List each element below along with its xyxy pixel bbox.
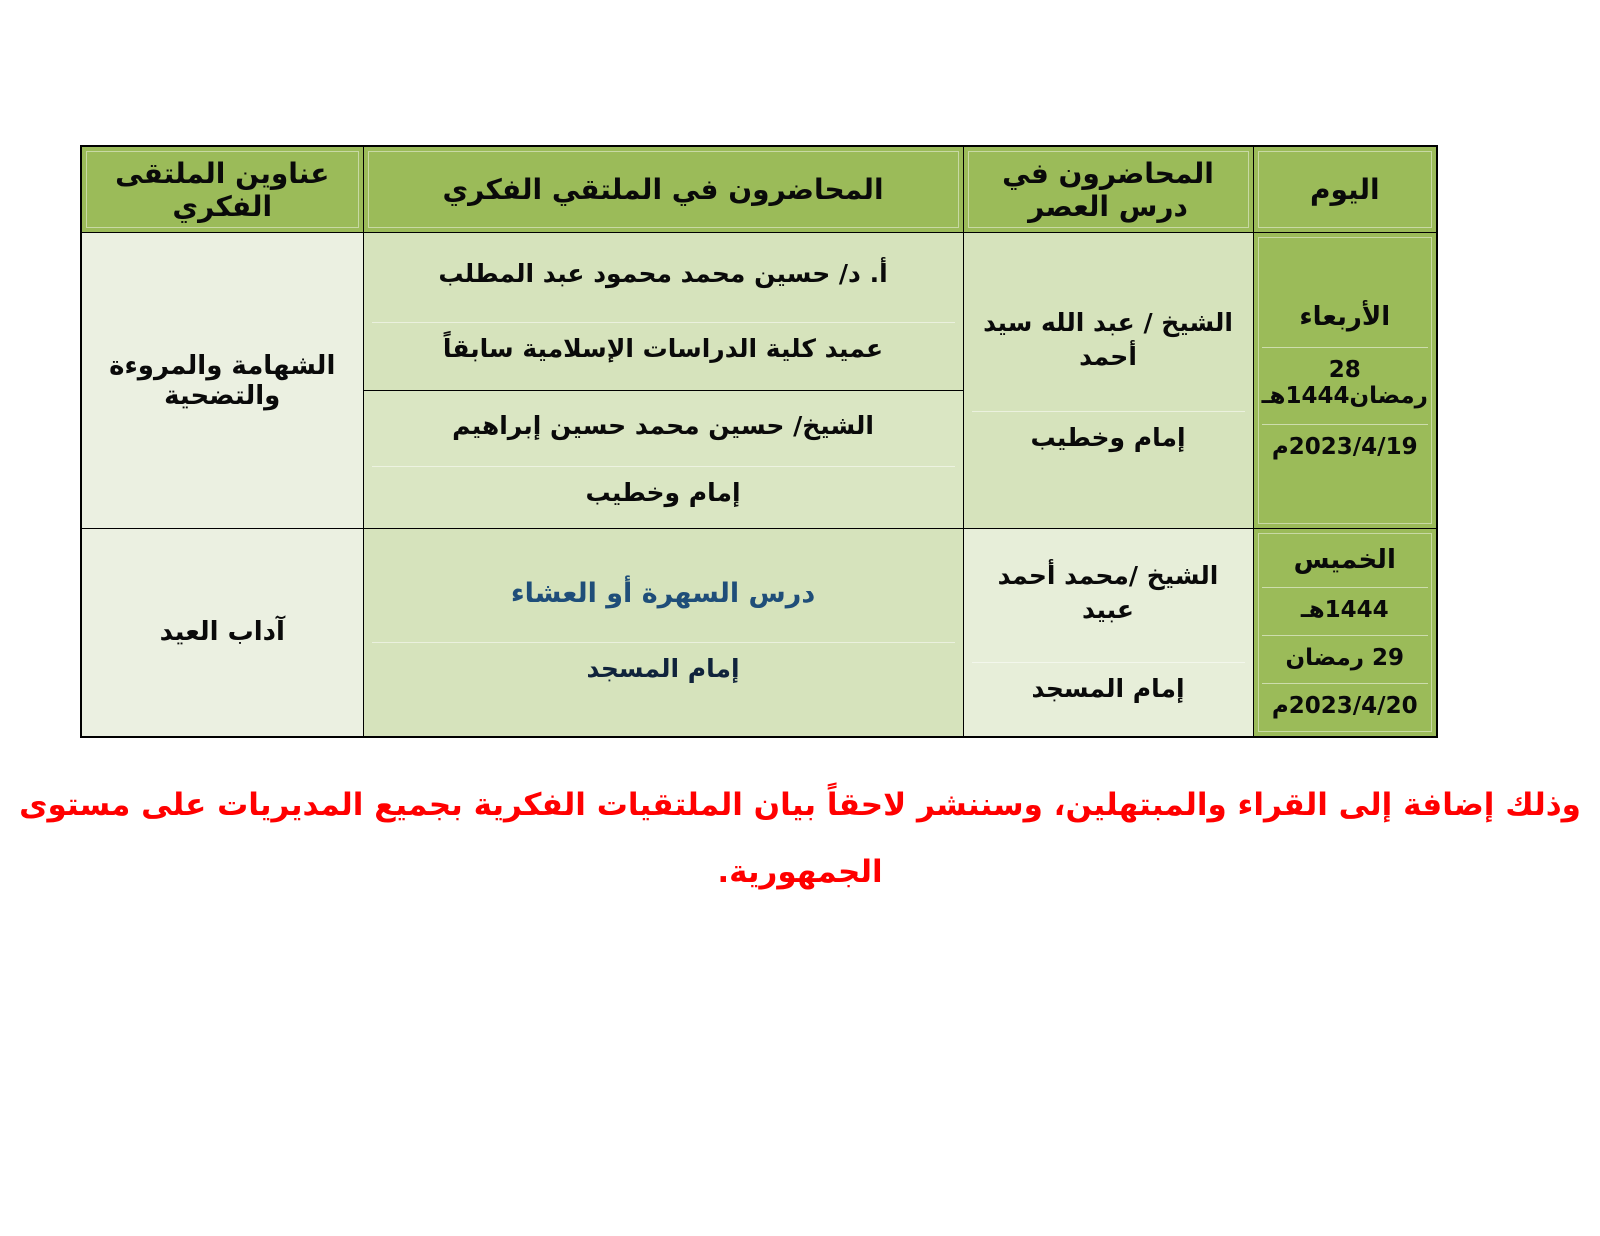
day-cell-thursday: الخميس 1444هـ 29 رمضان 2023/4/20م xyxy=(1252,528,1438,737)
forum-title-cell-thursday: آداب العيد xyxy=(80,528,364,737)
table-header-row: اليوم المحاضرون في درس العصر المحاضرون ف… xyxy=(80,145,1438,233)
asr-lecturer-cell-wednesday: الشيخ / عبد الله سيد أحمد إمام وخطيب xyxy=(962,232,1254,529)
forum-title-wednesday: الشهامة والمروءة والتضحية xyxy=(109,350,336,411)
table-row-wednesday-a: الأربعاء 28 رمضان1444هـ 2023/4/19م الشيخ… xyxy=(80,232,1438,529)
header-cell-day: اليوم xyxy=(1252,145,1438,233)
thursday-day-name: الخميس xyxy=(1293,545,1396,576)
forum-lecturer-cell-wednesday-1: أ. د/ حسين محمد محمود عبد المطلب عميد كل… xyxy=(362,232,964,391)
evening-lesson-title: درس السهرة أو العشاء xyxy=(510,578,816,610)
ramadan-schedule-table: اليوم المحاضرون في درس العصر المحاضرون ف… xyxy=(80,145,1438,738)
day-cell-wednesday: الأربعاء 28 رمضان1444هـ 2023/4/19م xyxy=(1252,232,1438,529)
footer-note-line1: وذلك إضافة إلى القراء والمبتهلين، وسننشر… xyxy=(19,787,1581,823)
forum-lecturer-cell-thursday: درس السهرة أو العشاء إمام المسجد xyxy=(362,528,964,737)
header-forum-label: المحاضرون في الملتقي الفكري xyxy=(442,173,884,206)
forum-lecturer-1-name: أ. د/ حسين محمد محمود عبد المطلب xyxy=(438,259,888,289)
forum-lecturer-1-role: عميد كلية الدراسات الإسلامية سابقاً xyxy=(371,322,955,375)
wednesday-hijri-date: 28 رمضان1444هـ xyxy=(1261,346,1428,418)
forum-lecturer-2-role: إمام وخطيب xyxy=(371,466,955,519)
header-day-label: اليوم xyxy=(1309,173,1380,206)
thursday-hijri-date: 29 رمضان xyxy=(1261,635,1428,680)
header-cell-asr-lecturers: المحاضرون في درس العصر xyxy=(962,145,1254,233)
wednesday-day-name: الأربعاء xyxy=(1299,301,1391,332)
thursday-hijri-year: 1444هـ xyxy=(1261,587,1428,632)
asr-lecturer-cell-thursday: الشيخ /محمد أحمد عبيد إمام المسجد xyxy=(962,528,1254,737)
header-titles-label: عناوين الملتقى الفكري xyxy=(115,156,330,223)
wednesday-gregorian-date: 2023/4/19م xyxy=(1261,423,1428,469)
forum-title-thursday: آداب العيد xyxy=(159,617,285,648)
footer-note-line2: الجمهورية. xyxy=(717,853,883,890)
forum-title-cell-wednesday: الشهامة والمروءة والتضحية xyxy=(80,232,364,529)
header-cell-forum-lecturers: المحاضرون في الملتقي الفكري xyxy=(362,145,964,233)
asr-lecturer-role: إمام وخطيب xyxy=(971,410,1245,464)
asr-lecturer-name: الشيخ /محمد أحمد عبيد xyxy=(997,561,1219,624)
asr-lecturer-name: الشيخ / عبد الله سيد أحمد xyxy=(983,308,1233,372)
footer-note: وذلك إضافة إلى القراء والمبتهلين، وسننشر… xyxy=(0,772,1600,905)
forum-lecturer-2-name: الشيخ/ حسين محمد حسين إبراهيم xyxy=(452,411,874,441)
evening-lesson-lecturer: إمام المسجد xyxy=(371,642,955,695)
table-row-thursday: الخميس 1444هـ 29 رمضان 2023/4/20م الشيخ … xyxy=(80,528,1438,737)
thursday-gregorian-date: 2023/4/20م xyxy=(1261,683,1428,728)
table-row-wednesday-b: الشيخ/ حسين محمد حسين إبراهيم إمام وخطيب xyxy=(81,390,1437,529)
forum-lecturer-cell-wednesday-2: الشيخ/ حسين محمد حسين إبراهيم إمام وخطيب xyxy=(362,390,964,529)
asr-lecturer-role: إمام المسجد xyxy=(971,661,1245,715)
header-asr-label: المحاضرون في درس العصر xyxy=(1002,156,1214,223)
header-cell-forum-titles: عناوين الملتقى الفكري xyxy=(80,145,364,233)
